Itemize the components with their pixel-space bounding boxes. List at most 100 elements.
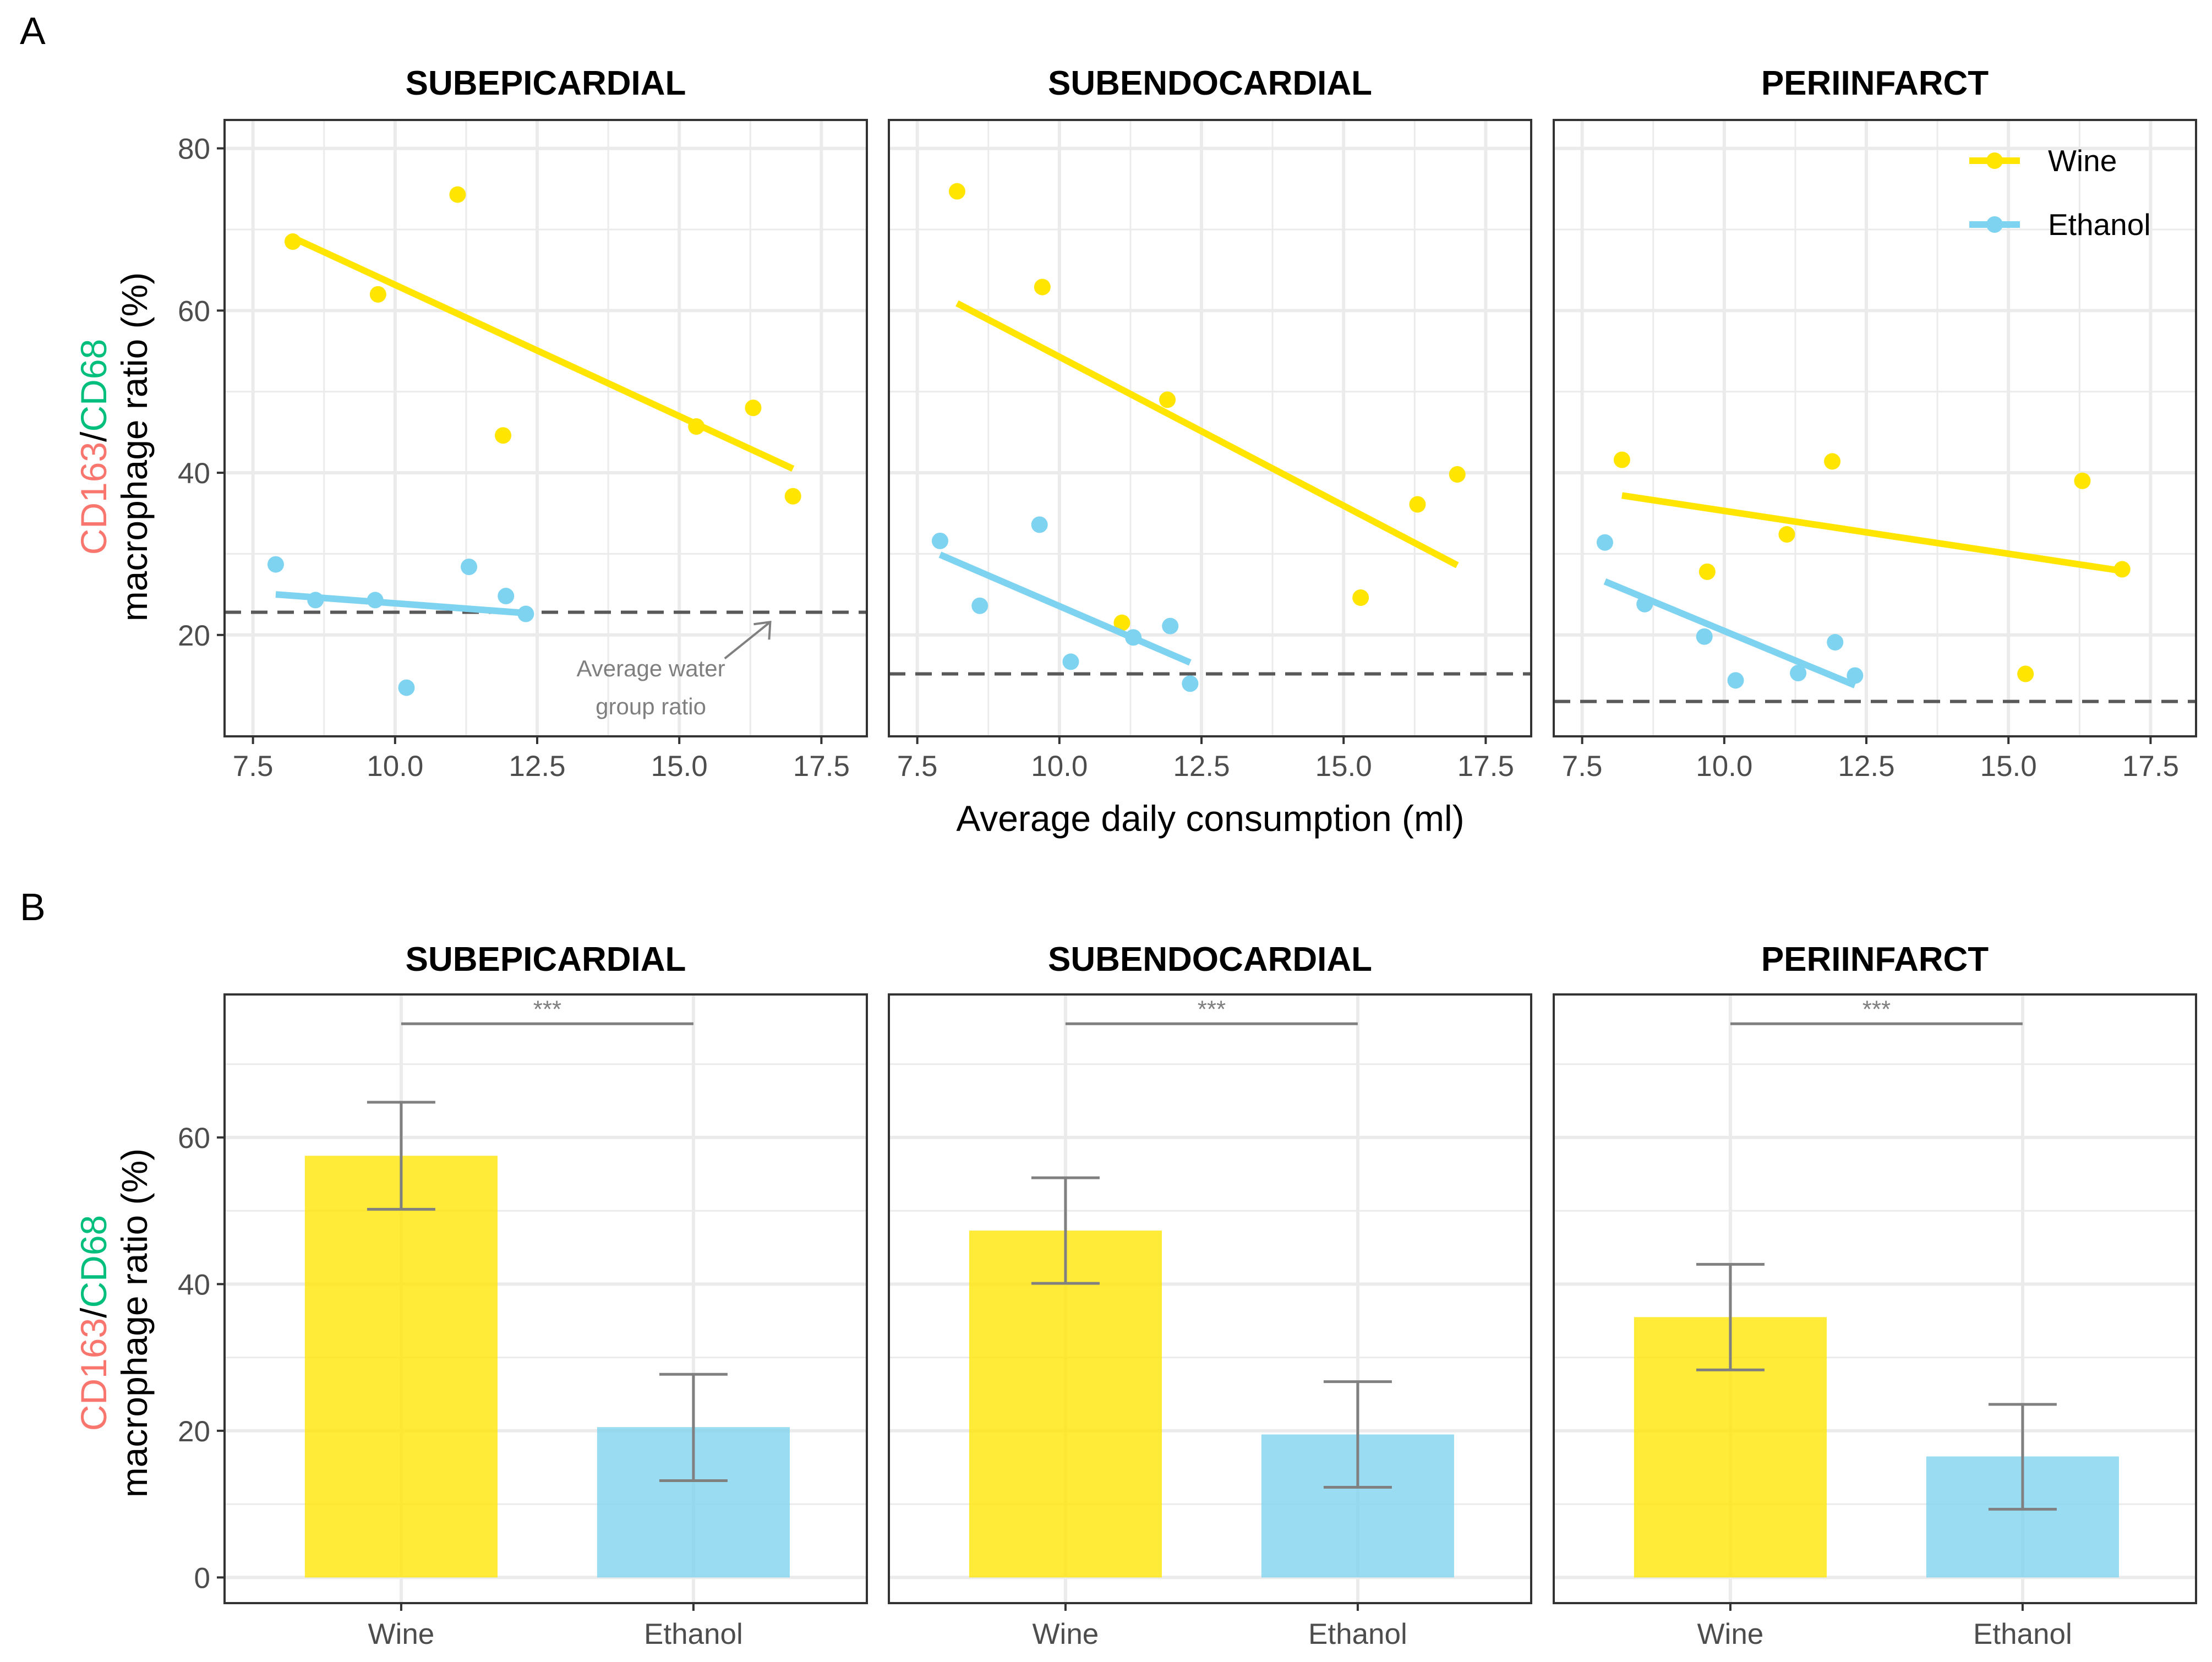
data-point-wine [2074,472,2091,489]
y-axis-label-cd163: CD163 [73,1318,114,1431]
panel-border [888,993,1532,1604]
y-axis-label-cd163: CD163 [73,442,114,555]
y-axis-label-separator: / [73,431,114,442]
data-point-wine [1778,526,1795,543]
panel-b-bars: SUBEPICARDIAL Wine Ethanol *** SUBENDOCARDIA… [178,941,2197,1650]
data-point-wine [2113,561,2131,578]
data-point-ethanol [1636,595,1653,613]
data-point-wine [1698,563,1716,580]
data-point-wine [1352,589,1369,606]
x-tick-label: 7.5 [897,750,938,783]
x-tick-label: Wine [368,1618,435,1650]
data-point-ethanol [1847,667,1864,684]
y-tick-label: 40 [178,1269,210,1301]
x-tick-label: 12.5 [1838,750,1894,783]
data-point-wine [2017,665,2034,682]
data-point-ethanol [1062,653,1079,670]
data-point-ethanol [307,592,324,609]
svg-text:CD163/CD68: CD163/CD68 [73,1215,114,1431]
legend-key-point-wine [1986,152,2003,169]
panel-label-b: B [20,885,46,928]
significance-label: *** [533,996,561,1023]
data-point-wine [1113,614,1130,631]
data-point-ethanol [461,559,478,575]
x-tick-label: Wine [1033,1618,1099,1650]
x-tick-label: 17.5 [2122,750,2179,783]
data-point-wine [1824,453,1841,470]
y-tick-label: 20 [178,1415,210,1448]
y-axis-label-line2: macrophage ratio (%) [114,1149,155,1498]
data-point-ethanol [1162,617,1179,635]
x-tick-label: 7.5 [233,750,274,783]
data-point-wine [1449,466,1466,483]
facet-title-a: SUBEPICARDIAL [406,64,686,102]
data-point-ethanol [267,556,284,573]
panel-border [223,119,868,737]
data-point-wine [369,286,386,303]
panel-label-a: A [20,9,46,52]
data-point-ethanol [1182,675,1199,692]
fit-line-wine [1621,492,2123,575]
fit-line-wine [955,300,1459,568]
y-axis-label-line2: macrophage ratio (%) [114,272,155,622]
x-tick-label: Ethanol [644,1618,743,1650]
y-tick-label: 0 [194,1562,210,1594]
x-tick-label: 10.0 [367,750,423,783]
data-point-ethanol [1031,516,1048,533]
data-point-ethanol [517,605,534,622]
data-point-ethanol [1596,534,1613,551]
y-axis-title-b: CD163/CD68 macrophage ratio (%) [73,1149,155,1498]
data-point-wine [1159,391,1176,408]
facet-title-b: SUBEPICARDIAL [406,941,686,978]
data-point-wine [688,418,705,435]
data-point-wine [495,427,512,444]
annotation-text-line2: group ratio [596,693,706,719]
y-tick-label: 40 [178,457,210,490]
data-point-wine [1613,451,1630,468]
y-axis-label-cd68: CD68 [73,339,114,432]
svg-text:CD163/CD68: CD163/CD68 [73,339,114,555]
data-point-ethanol [931,532,948,549]
fit-line-ethanol [938,551,1192,666]
data-point-ethanol [1727,672,1744,689]
data-point-wine [948,183,965,200]
data-point-wine [745,400,762,417]
data-point-ethanol [1125,629,1142,646]
annotation-arrowhead [753,620,772,640]
panel-border [1553,119,2197,737]
x-tick-label: 15.0 [651,750,708,783]
panel-border [888,119,1532,737]
significance-label: *** [1198,996,1226,1023]
y-axis-label-separator: / [73,1308,114,1318]
y-axis-title-a: CD163/CD68 macrophage ratio (%) [73,272,155,622]
y-axis-label-cd68: CD68 [73,1215,114,1308]
y-tick-label: 60 [178,295,210,327]
data-point-wine [784,488,801,505]
facet-title-b: PERIINFARCT [1761,941,1989,978]
panel-border [223,993,868,1604]
fit-line-wine [291,234,795,472]
x-tick-label: Ethanol [1308,1618,1407,1650]
x-tick-label: 12.5 [509,750,565,783]
x-tick-label: 12.5 [1173,750,1230,783]
y-tick-label: 20 [178,620,210,652]
x-tick-label: 17.5 [1457,750,1514,783]
x-tick-label: Wine [1697,1618,1764,1650]
legend-label-ethanol: Ethanol [2048,207,2151,242]
x-tick-label: 15.0 [1980,750,2037,783]
bar-wine [304,1156,498,1578]
bar-wine [969,1231,1162,1578]
data-point-ethanol [971,597,988,614]
data-point-wine [1409,496,1426,513]
x-axis-title-a: Average daily consumption (ml) [956,798,1464,839]
legend-label-wine: Wine [2048,144,2117,178]
significance-label: *** [1863,996,1891,1023]
y-tick-label: 80 [178,133,210,166]
data-point-ethanol [1790,665,1807,682]
data-point-ethanol [398,679,415,696]
facet-title-b: SUBENDOCARDIAL [1048,941,1372,978]
data-point-wine [449,186,466,203]
legend-key-point-ethanol [1986,216,2003,233]
x-tick-label: Ethanol [1973,1618,2072,1650]
